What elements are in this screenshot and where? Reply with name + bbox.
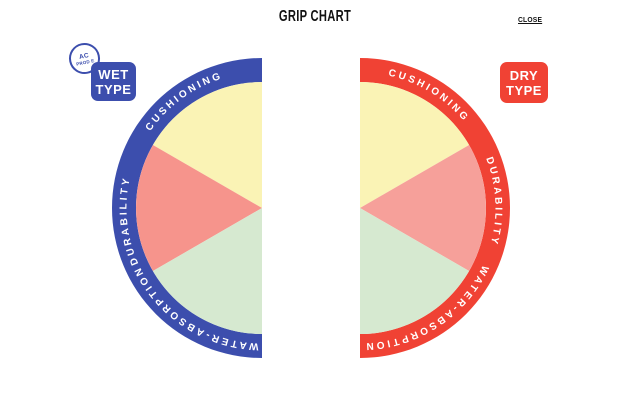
dry-segment-durability	[360, 145, 486, 271]
wet-segment-water-absorption	[152, 208, 262, 334]
wet-chart: WATER-ABSORPTION DURABILITY CUSHIONING	[112, 58, 262, 358]
wet-type-line2: TYPE	[95, 81, 132, 97]
dry-segment-water-absorption	[360, 208, 470, 334]
page-title: GRIP CHART	[278, 8, 352, 25]
close-button[interactable]: CLOSE	[518, 15, 543, 24]
dry-segment-cushioning	[360, 82, 470, 208]
wet-type-badge: WET TYPE	[91, 62, 136, 101]
wet-type-line1: WET	[98, 66, 129, 82]
dry-chart: CUSHIONING DURABILITY WATER-ABSORPTION	[360, 58, 510, 358]
dry-type-line1: DRY	[509, 67, 539, 83]
dry-type-line2: TYPE	[506, 82, 542, 98]
dry-type-badge: DRY TYPE	[500, 62, 548, 103]
wet-ring	[112, 58, 262, 358]
wet-segment-cushioning	[152, 82, 262, 208]
wet-segment-durability	[136, 145, 262, 271]
dry-ring	[360, 58, 510, 358]
